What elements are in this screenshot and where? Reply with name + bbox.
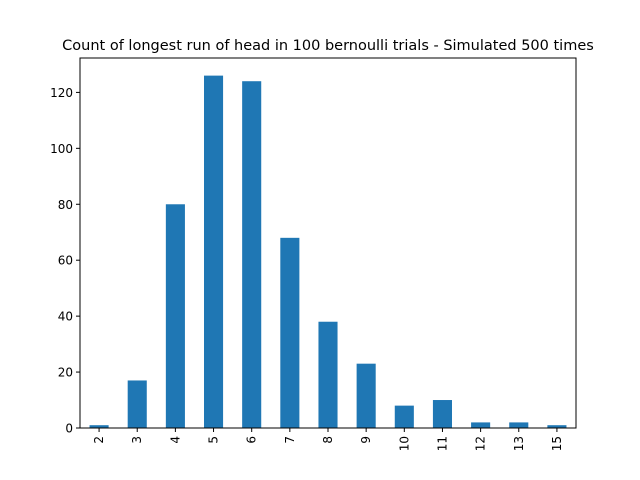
bar-3: [127, 380, 147, 428]
x-tick-label-3: 3: [130, 436, 144, 444]
x-tick-label-9: 9: [359, 436, 373, 444]
y-tick-label-40: 40: [58, 310, 73, 324]
y-tick-label-60: 60: [58, 254, 73, 268]
x-tick-label-7: 7: [283, 436, 297, 444]
bar-2: [89, 425, 109, 428]
x-tick-label-8: 8: [321, 436, 335, 444]
x-tick-label-5: 5: [207, 436, 221, 444]
bar-4: [165, 204, 185, 428]
bar-5: [204, 75, 224, 429]
y-tick-label-20: 20: [58, 366, 73, 380]
x-tick-label-15: 15: [550, 436, 564, 451]
x-tick-label-12: 12: [474, 436, 488, 451]
bar-13: [509, 422, 529, 428]
bar-10: [394, 405, 414, 428]
y-axis: 0 20 40 60 80 100 120: [50, 86, 80, 436]
bar-11: [432, 400, 452, 428]
x-tick-label-2: 2: [92, 436, 106, 444]
x-tick-label-10: 10: [397, 436, 411, 451]
x-tick-label-4: 4: [168, 436, 182, 444]
bar-6: [242, 81, 262, 429]
bar-7: [280, 237, 300, 428]
x-tick-label-11: 11: [435, 436, 449, 451]
bar-8: [318, 321, 338, 428]
y-tick-label-100: 100: [50, 142, 73, 156]
bar-12: [471, 422, 491, 428]
bars-group: [89, 75, 567, 429]
bar-15: [547, 425, 567, 428]
x-tick-label-13: 13: [512, 436, 526, 451]
y-tick-label-120: 120: [50, 86, 73, 100]
plot-frame: [79, 57, 577, 429]
bar-9: [356, 363, 376, 428]
y-tick-label-0: 0: [65, 422, 73, 436]
y-tick-label-80: 80: [58, 198, 73, 212]
chart-title: Count of longest run of head in 100 bern…: [62, 38, 594, 54]
x-axis: 2 3 4 5 6 7 8 9 10 11 12 13 15: [92, 428, 564, 451]
x-tick-label-6: 6: [245, 436, 259, 444]
